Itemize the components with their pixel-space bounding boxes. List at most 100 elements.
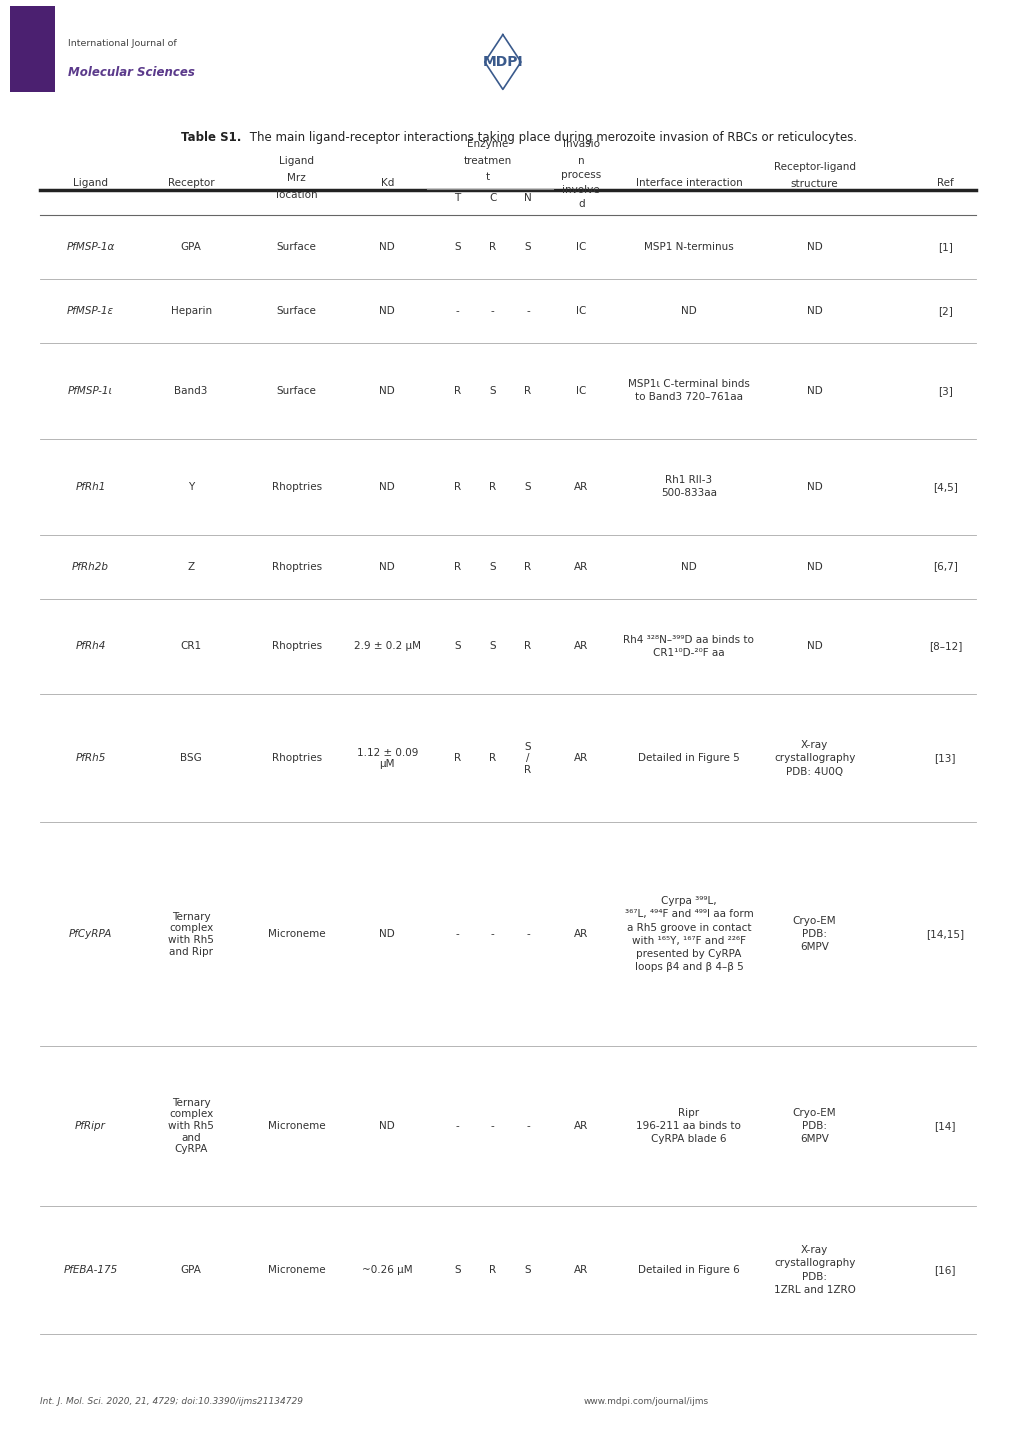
Text: R: R: [489, 753, 496, 763]
Text: R: R: [453, 561, 461, 571]
Text: ND: ND: [806, 482, 821, 492]
Text: ND: ND: [379, 1120, 394, 1131]
Text: IC: IC: [576, 242, 586, 252]
Text: C: C: [489, 193, 496, 203]
Text: R: R: [524, 561, 531, 571]
Text: process: process: [560, 170, 601, 180]
Text: -: -: [526, 1120, 529, 1131]
Text: -: -: [455, 306, 459, 316]
Text: Heparin: Heparin: [170, 306, 211, 316]
Text: S: S: [453, 242, 461, 252]
Text: Int. J. Mol. Sci. 2020, 21, 4729; doi:10.3390/ijms21134729: Int. J. Mol. Sci. 2020, 21, 4729; doi:10…: [40, 1397, 303, 1406]
Text: T: T: [454, 193, 461, 203]
Text: 2.9 ± 0.2 μM: 2.9 ± 0.2 μM: [354, 642, 420, 652]
Text: [3]: [3]: [937, 385, 952, 395]
Text: Detailed in Figure 6: Detailed in Figure 6: [638, 1265, 739, 1275]
Text: IC: IC: [576, 385, 586, 395]
Text: MDPI: MDPI: [482, 55, 523, 69]
Text: X-ray
crystallography
PDB: 4U0Q: X-ray crystallography PDB: 4U0Q: [773, 740, 855, 777]
Text: Receptor-ligand: Receptor-ligand: [772, 162, 855, 172]
Text: ND: ND: [379, 385, 394, 395]
Text: S
/
R: S / R: [524, 741, 531, 774]
Text: -: -: [490, 929, 494, 939]
Text: Mrz: Mrz: [287, 173, 306, 183]
Text: n: n: [578, 156, 584, 166]
Text: AR: AR: [574, 1265, 588, 1275]
Text: ND: ND: [681, 561, 696, 571]
Text: [4,5]: [4,5]: [932, 482, 957, 492]
Text: CR1: CR1: [180, 642, 202, 652]
Text: [16]: [16]: [933, 1265, 955, 1275]
Text: Surface: Surface: [276, 385, 316, 395]
Text: -: -: [526, 929, 529, 939]
Text: ND: ND: [379, 561, 394, 571]
Text: -: -: [490, 306, 494, 316]
Text: S: S: [489, 385, 495, 395]
Text: R: R: [489, 1265, 496, 1275]
Text: [1]: [1]: [937, 242, 952, 252]
Text: treatmen: treatmen: [464, 156, 512, 166]
Text: www.mdpi.com/journal/ijms: www.mdpi.com/journal/ijms: [583, 1397, 708, 1406]
Text: Ternary
complex
with Rh5
and
CyRPA: Ternary complex with Rh5 and CyRPA: [168, 1097, 214, 1154]
Text: Interface interaction: Interface interaction: [635, 179, 742, 187]
Text: AR: AR: [574, 642, 588, 652]
Text: R: R: [489, 482, 496, 492]
Text: [2]: [2]: [937, 306, 952, 316]
Text: R: R: [453, 482, 461, 492]
Text: PfMSP-1α: PfMSP-1α: [66, 242, 114, 252]
Text: -: -: [455, 929, 459, 939]
Text: Microneme: Microneme: [268, 929, 325, 939]
Text: S: S: [524, 482, 531, 492]
Text: ND: ND: [379, 242, 394, 252]
Text: S: S: [489, 561, 495, 571]
Text: S: S: [524, 1265, 531, 1275]
Text: S: S: [524, 242, 531, 252]
Text: ND: ND: [806, 642, 821, 652]
Text: PfMSP-1ε: PfMSP-1ε: [67, 306, 114, 316]
Text: R: R: [453, 385, 461, 395]
Text: Rhoptries: Rhoptries: [271, 642, 321, 652]
Text: PfRh1: PfRh1: [75, 482, 106, 492]
Text: Enzyme: Enzyme: [467, 138, 507, 149]
Text: MSP1 N-terminus: MSP1 N-terminus: [643, 242, 733, 252]
Text: N: N: [524, 193, 531, 203]
Text: [13]: [13]: [933, 753, 955, 763]
Text: Kd: Kd: [380, 179, 393, 187]
Text: Cryo-EM
PDB:
6MPV: Cryo-EM PDB: 6MPV: [792, 1107, 836, 1145]
Text: PfEBA-175: PfEBA-175: [63, 1265, 117, 1275]
Text: PfCyRPA: PfCyRPA: [68, 929, 112, 939]
Text: ND: ND: [806, 385, 821, 395]
Text: Table S1.: Table S1.: [180, 131, 242, 144]
Text: Detailed in Figure 5: Detailed in Figure 5: [638, 753, 739, 763]
Text: PfRh5: PfRh5: [75, 753, 106, 763]
Text: ND: ND: [379, 929, 394, 939]
Text: R: R: [524, 642, 531, 652]
Text: d: d: [578, 199, 584, 209]
Text: Rhoptries: Rhoptries: [271, 561, 321, 571]
Text: [8–12]: [8–12]: [927, 642, 961, 652]
Text: S: S: [453, 1265, 461, 1275]
Text: Rh1 RII-3
500-833aa: Rh1 RII-3 500-833aa: [660, 474, 716, 499]
Text: AR: AR: [574, 561, 588, 571]
Text: AR: AR: [574, 482, 588, 492]
Text: PfRipr: PfRipr: [75, 1120, 106, 1131]
Text: Molecular Sciences: Molecular Sciences: [68, 65, 195, 79]
Text: X-ray
crystallography
PDB:
1ZRL and 1ZRO: X-ray crystallography PDB: 1ZRL and 1ZRO: [773, 1244, 855, 1295]
Text: GPA: GPA: [180, 1265, 202, 1275]
Text: structure: structure: [790, 179, 838, 189]
Text: ND: ND: [806, 306, 821, 316]
Text: Cyrpa ³⁹⁹L,
³⁶⁷L, ⁴⁹⁴F and ⁴⁹⁹I aa form
a Rh5 groove in contact
with ¹⁶⁵Y, ¹⁶⁷F : Cyrpa ³⁹⁹L, ³⁶⁷L, ⁴⁹⁴F and ⁴⁹⁹I aa form …: [624, 897, 753, 972]
Text: S: S: [453, 642, 461, 652]
Text: ND: ND: [806, 242, 821, 252]
Text: Ligand: Ligand: [279, 156, 314, 166]
Text: Ripr
196-211 aa binds to
CyRPA blade 6: Ripr 196-211 aa binds to CyRPA blade 6: [636, 1107, 741, 1145]
Text: [6,7]: [6,7]: [932, 561, 957, 571]
Text: ND: ND: [681, 306, 696, 316]
Text: [14]: [14]: [933, 1120, 955, 1131]
Text: International Journal of: International Journal of: [68, 39, 177, 48]
Text: R: R: [489, 242, 496, 252]
Text: The main ligand-receptor interactions taking place during merozoite invasion of : The main ligand-receptor interactions ta…: [247, 131, 857, 144]
Text: Rhoptries: Rhoptries: [271, 482, 321, 492]
Text: -: -: [526, 306, 529, 316]
Text: Rh4 ³²⁸N–³⁹⁹D aa binds to
CR1¹⁰D-²⁰F aa: Rh4 ³²⁸N–³⁹⁹D aa binds to CR1¹⁰D-²⁰F aa: [623, 634, 754, 658]
